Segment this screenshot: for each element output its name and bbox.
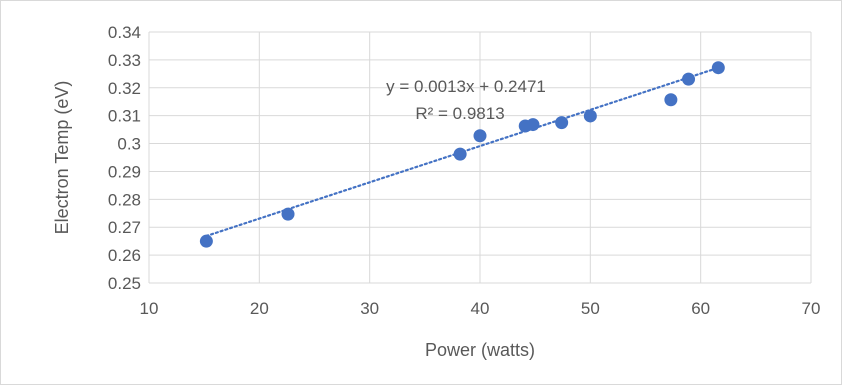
y-tick-label: 0.33 — [108, 51, 141, 70]
y-tick-label: 0.25 — [108, 274, 141, 293]
y-tick-label: 0.34 — [108, 23, 141, 42]
data-point — [555, 116, 569, 130]
x-tick-label: 40 — [471, 299, 490, 318]
data-point — [526, 118, 540, 132]
x-axis-label: Power (watts) — [425, 340, 535, 360]
trendline-equation: y = 0.0013x + 0.2471 — [386, 77, 546, 96]
trendline-r-squared: R² = 0.9813 — [415, 104, 504, 123]
data-point — [281, 207, 295, 221]
x-tick-label: 60 — [691, 299, 710, 318]
y-tick-label: 0.26 — [108, 246, 141, 265]
data-point — [473, 129, 487, 143]
y-tick-label: 0.3 — [117, 135, 141, 154]
data-point — [682, 72, 696, 86]
data-points — [199, 61, 725, 248]
x-tick-label: 70 — [802, 299, 821, 318]
y-axis-label: Electron Temp (eV) — [52, 81, 72, 235]
y-tick-label: 0.29 — [108, 162, 141, 181]
data-point — [664, 93, 678, 107]
x-tick-label: 10 — [140, 299, 159, 318]
data-point — [453, 147, 467, 161]
x-tick-label: 50 — [581, 299, 600, 318]
y-tick-label: 0.31 — [108, 107, 141, 126]
x-tick-label: 20 — [250, 299, 269, 318]
tick-labels: 0.25 0.26 0.27 0.28 0.29 0.3 0.31 0.32 0.33 0.34 1… — [108, 23, 821, 318]
y-tick-label: 0.28 — [108, 190, 141, 209]
x-tick-label: 30 — [360, 299, 379, 318]
data-point — [711, 61, 725, 75]
data-point — [583, 109, 597, 123]
y-tick-label: 0.27 — [108, 218, 141, 237]
data-point — [199, 234, 213, 248]
gridlines — [148, 31, 812, 284]
y-tick-label: 0.32 — [108, 79, 141, 98]
